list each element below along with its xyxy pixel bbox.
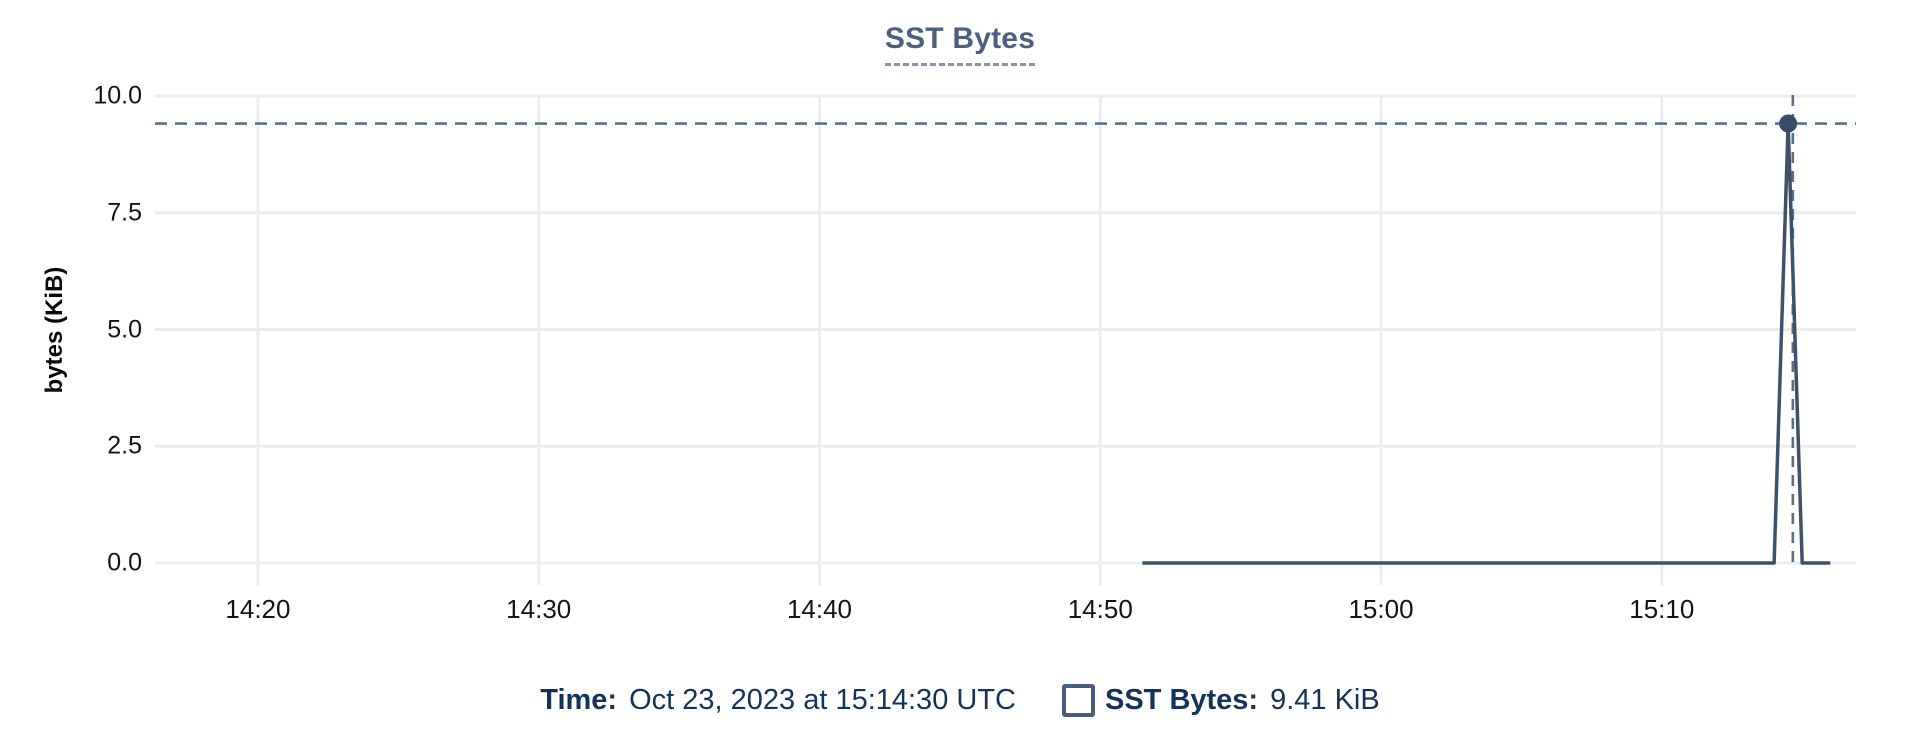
x-tick-label: 14:30 [506,594,572,624]
x-tick-label: 14:50 [1067,594,1133,624]
series-line-sst-bytes[interactable] [1142,121,1831,565]
y-tick-label: 7.5 [107,198,142,227]
tooltip-time-label: Time: [540,683,618,716]
tooltip-bar: Time: Oct 23, 2023 at 15:14:30 UTC SST B… [0,676,1920,724]
y-tick-label: 10.0 [93,81,142,110]
legend-series-value: 9.41 KiB [1270,683,1380,716]
tooltip-time-value: Oct 23, 2023 at 15:14:30 UTC [629,683,1016,716]
legend-swatch-icon[interactable] [1061,683,1095,717]
chart-title[interactable]: SST Bytes [884,22,1036,66]
y-tick-label: 0.0 [107,548,142,577]
x-tick-label: 15:00 [1348,594,1414,624]
x-tick-label: 15:10 [1629,594,1695,624]
highlighted-data-point[interactable] [1779,114,1798,133]
legend-series-label[interactable]: SST Bytes: [1104,683,1259,716]
x-tick-label: 14:40 [786,594,853,624]
y-tick-label: 2.5 [107,431,142,460]
y-tick-label: 5.0 [107,315,142,343]
x-tick-label: 14:20 [225,594,291,624]
chart-header: SST Bytes [0,22,1920,66]
